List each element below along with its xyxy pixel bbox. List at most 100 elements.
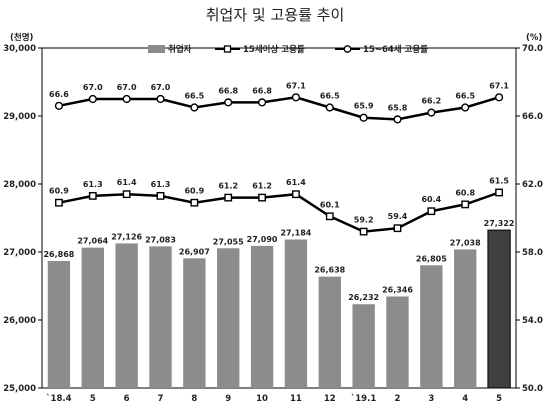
line-point	[224, 193, 233, 202]
legend-swatch-bar	[148, 45, 165, 53]
line-value-label: 60.9	[49, 187, 69, 196]
line-point	[393, 115, 402, 124]
legend-label: 15세이상 고용률	[243, 44, 305, 55]
line-point	[54, 101, 64, 110]
line-value-label: 61.4	[286, 178, 306, 187]
bar	[81, 247, 104, 388]
legend-label: 15~64세 고용률	[363, 44, 428, 55]
x-tick-label: 12	[324, 394, 336, 404]
line-point	[291, 93, 301, 102]
line-point	[122, 190, 131, 199]
line-point	[461, 103, 470, 112]
bar-value-label: 26,907	[179, 247, 210, 256]
line-point	[495, 188, 503, 197]
legend-swatch-square	[223, 45, 232, 53]
bar-value-label: 26,805	[416, 254, 447, 263]
x-tick-label: `18.4	[46, 393, 71, 404]
line-value-label: 60.8	[455, 188, 475, 197]
x-tick-label: 2	[395, 394, 401, 404]
left-tick-label: 26,000	[3, 316, 36, 326]
line-value-label: 61.4	[117, 178, 137, 187]
bar	[149, 246, 172, 388]
line-value-label: 59.4	[388, 212, 408, 221]
bar-value-label: 27,064	[77, 237, 108, 246]
line-value-label: 66.6	[49, 90, 69, 99]
line-point	[190, 103, 199, 112]
line-point	[55, 198, 63, 207]
right-tick-label: 62.0	[522, 180, 543, 190]
line-value-label: 66.5	[455, 92, 475, 101]
x-tick-label: 8	[191, 394, 197, 404]
left-tick-label: 28,000	[3, 180, 36, 190]
left-tick-label: 27,000	[3, 248, 36, 258]
x-tick-label: 3	[428, 394, 434, 404]
line-point	[88, 191, 97, 200]
right-axis-unit: (%)	[526, 33, 542, 43]
line-point	[122, 94, 131, 104]
series-line	[58, 96, 500, 121]
bar-value-label: 27,038	[450, 238, 481, 247]
x-tick-label: 10	[256, 394, 268, 404]
line-point	[88, 94, 97, 104]
line-point	[257, 98, 267, 107]
line-point	[325, 103, 334, 112]
right-tick-label: 58.0	[522, 248, 543, 258]
legend: 취업자 15세이상 고용률 15~64세 고용률	[148, 44, 428, 55]
right-tick-label: 54.0	[522, 316, 543, 326]
line-point	[494, 93, 504, 102]
left-tick-label: 25,000	[3, 384, 36, 394]
left-axis-unit: (천명)	[10, 32, 34, 43]
legend-swatch-circle	[343, 45, 352, 53]
line-value-label: 66.5	[320, 92, 340, 101]
line-value-label: 61.2	[252, 182, 272, 191]
line-value-label: 67.0	[151, 83, 171, 92]
line-point	[427, 207, 436, 216]
line-value-label: 67.0	[117, 83, 137, 92]
bar-value-label: 26,638	[314, 266, 345, 275]
bar	[47, 260, 71, 388]
x-tick-label: 7	[158, 394, 164, 404]
bar-value-label: 27,083	[145, 235, 176, 244]
line-point	[190, 198, 199, 207]
line-point	[427, 108, 436, 117]
line-point	[292, 190, 300, 199]
right-tick-label: 50.0	[522, 384, 543, 394]
line-value-label: 65.9	[354, 102, 374, 111]
bar-value-label: 26,868	[43, 250, 74, 259]
bar	[284, 239, 308, 388]
bar	[250, 245, 274, 388]
line-value-label: 60.4	[421, 195, 441, 204]
bar-value-label: 27,322	[484, 219, 515, 228]
line-value-label: 60.9	[184, 187, 204, 196]
line-value-label: 67.0	[83, 83, 103, 92]
bar	[420, 265, 443, 388]
x-tick-label: 4	[462, 394, 468, 404]
bar-value-label: 27,126	[111, 232, 142, 241]
left-tick-label: 29,000	[3, 112, 36, 122]
bar-value-label: 27,055	[213, 237, 244, 246]
line-point	[393, 224, 402, 233]
right-tick-label: 66.0	[522, 112, 543, 122]
x-tick-label: 11	[290, 394, 302, 404]
plot-area: 30,000 29,000 28,000 27,000 26,000 25,000 70.0…	[3, 44, 543, 404]
line-value-label: 65.8	[388, 103, 408, 112]
line-point	[359, 227, 368, 236]
plot-frame	[41, 47, 517, 389]
bar	[454, 249, 477, 388]
bar-value-label: 27,090	[247, 235, 278, 244]
line-point	[224, 98, 233, 107]
bar-value-label: 27,184	[280, 228, 311, 237]
line-value-label: 60.1	[320, 200, 340, 209]
x-tick-label: 9	[225, 394, 231, 404]
line-value-label: 66.5	[184, 92, 204, 101]
line-point	[325, 212, 334, 221]
x-tick-label: 5	[496, 394, 502, 404]
bar	[487, 229, 511, 389]
line-value-label: 66.8	[252, 86, 272, 95]
bar	[115, 243, 138, 388]
x-tick-label: 5	[90, 394, 96, 404]
bar-value-label: 26,346	[382, 285, 413, 294]
x-tick-label: 6	[124, 394, 130, 404]
